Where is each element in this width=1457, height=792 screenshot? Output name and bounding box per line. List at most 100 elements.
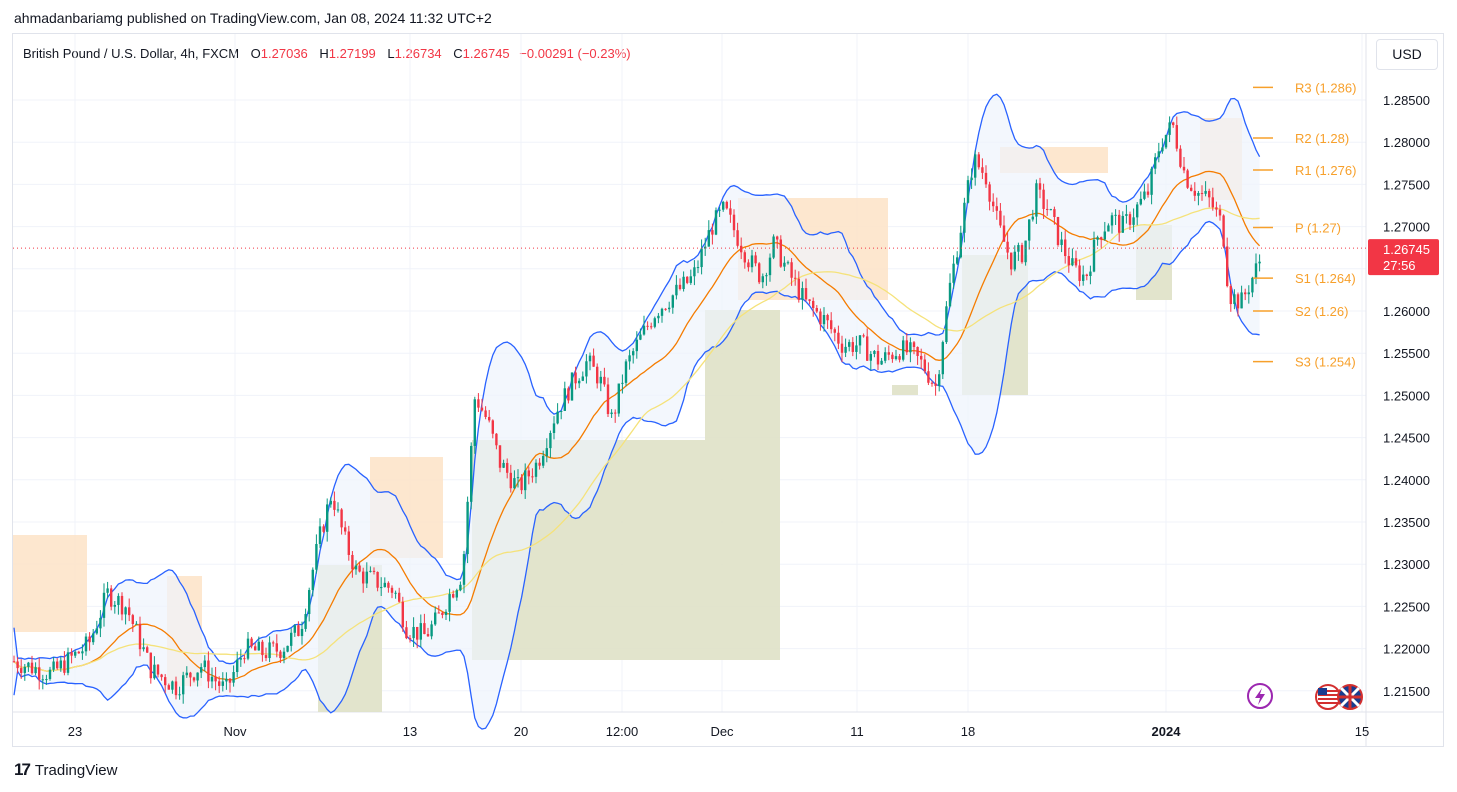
candle-body: [1107, 225, 1110, 232]
candle-body: [135, 623, 138, 625]
price-axis: 1.285001.280001.275001.270001.265001.260…: [1383, 93, 1430, 699]
price-tick-label: 1.24000: [1383, 473, 1430, 488]
candle-body: [239, 658, 242, 660]
candle-body: [1211, 197, 1214, 208]
symbol-name[interactable]: British Pound / U.S. Dollar, 4h, FXCM: [23, 46, 240, 61]
candle-body: [408, 638, 412, 640]
candle-body: [970, 177, 973, 181]
candle-body: [909, 342, 912, 353]
candle-body: [59, 660, 62, 669]
candle-body: [858, 335, 862, 346]
candle-body: [480, 407, 484, 411]
candle-body: [1006, 241, 1009, 253]
uk-flag-icon: [1337, 684, 1363, 710]
candle-body: [686, 276, 689, 283]
candle-body: [848, 342, 851, 347]
candle-body: [966, 180, 970, 203]
candle-body: [473, 399, 476, 446]
candle-body: [1218, 209, 1222, 216]
candle-body: [178, 694, 181, 696]
candle-body: [765, 275, 768, 277]
tradingview-brand[interactable]: 17 TradingView: [14, 760, 117, 780]
candle-body: [761, 276, 764, 283]
candle-body: [290, 632, 293, 646]
candle-body: [621, 382, 624, 384]
candle-body: [246, 638, 250, 659]
candle-body: [822, 314, 826, 325]
candle-body: [959, 232, 962, 258]
candle-body: [1002, 225, 1006, 242]
low-value: 1.26734: [394, 46, 442, 61]
candle-body: [1092, 239, 1096, 272]
bollinger-fill: [14, 94, 1260, 730]
candle-body: [1258, 261, 1261, 264]
candle-body: [236, 659, 239, 673]
price-tick-label: 1.23000: [1383, 557, 1430, 572]
candle-body: [203, 660, 206, 668]
candle-body: [495, 433, 498, 446]
candle-body: [808, 299, 811, 301]
candle-body: [513, 478, 516, 489]
candle-body: [282, 651, 286, 659]
candle-body: [707, 230, 710, 247]
candle-body: [34, 667, 37, 674]
candle-body: [362, 571, 365, 584]
candle-body: [149, 652, 152, 679]
candle-body: [243, 658, 246, 660]
candle-body: [581, 376, 584, 381]
candle-body: [866, 336, 869, 361]
candle-body: [711, 230, 714, 235]
candle-body: [336, 509, 340, 511]
candle-body: [358, 565, 361, 572]
candle-body: [650, 326, 653, 328]
candle-body: [981, 167, 984, 173]
candle-body: [200, 667, 203, 673]
candle-body: [88, 636, 91, 643]
candle-body: [218, 681, 221, 686]
candle-body: [308, 590, 311, 615]
candle-body: [84, 636, 88, 652]
candle-body: [1179, 148, 1182, 167]
candle-body: [365, 571, 368, 584]
candle-body: [534, 462, 538, 477]
candle-body: [138, 623, 142, 650]
pivot-label-s1: S1 (1.264): [1295, 271, 1356, 286]
candle-body: [1204, 190, 1207, 194]
candle-body: [452, 594, 455, 598]
time-tick-label: Dec: [710, 724, 734, 739]
candle-body: [113, 604, 116, 607]
candle-body: [398, 592, 401, 602]
candle-body: [725, 201, 728, 209]
pivot-label-p: P (1.27): [1295, 220, 1341, 235]
candle-body: [448, 594, 451, 612]
candle-body: [750, 255, 754, 268]
time-tick-label: 20: [514, 724, 528, 739]
price-tick-label: 1.27000: [1383, 220, 1430, 235]
candle-body: [869, 354, 872, 361]
candle-body: [736, 230, 739, 246]
currency-button[interactable]: USD: [1376, 39, 1438, 70]
candle-body: [992, 201, 995, 207]
price-tick-label: 1.28000: [1383, 135, 1430, 150]
candle-body: [380, 587, 383, 589]
candle-body: [567, 388, 570, 401]
candle-body: [412, 626, 415, 639]
candle-body: [653, 318, 656, 327]
candle-body: [718, 209, 721, 211]
candle-body: [999, 210, 1002, 226]
last-price-tag: [1368, 239, 1439, 276]
candle-body: [92, 633, 95, 643]
candle-body: [1146, 191, 1150, 195]
lightning-icon-bolt: [1255, 688, 1265, 705]
candle-body: [1254, 263, 1258, 278]
candle-body: [106, 588, 109, 593]
candle-body: [516, 477, 520, 479]
candle-body: [552, 423, 556, 434]
candle-body: [369, 570, 372, 572]
candle-body: [891, 354, 894, 360]
candle-body: [174, 681, 178, 696]
price-tick-label: 1.23500: [1383, 515, 1430, 530]
candle-body: [146, 647, 149, 653]
candle-body: [624, 361, 628, 383]
